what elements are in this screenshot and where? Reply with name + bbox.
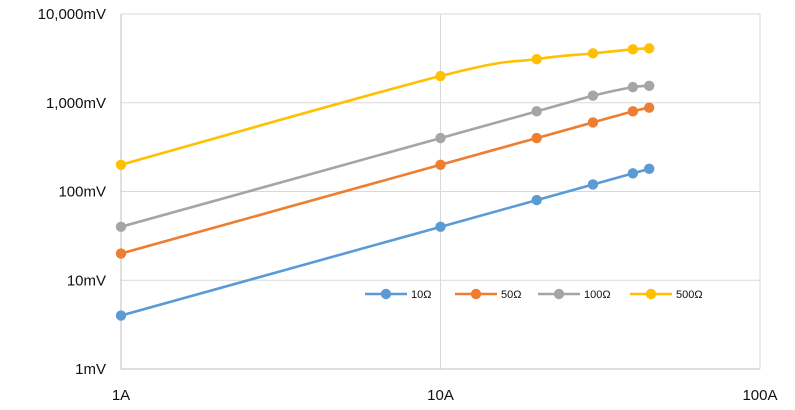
legend-label: 50Ω — [501, 289, 521, 301]
tick-labels: 1mV 10mV 100mV 1,000mV 10,000mV 1A 10A 100A — [38, 6, 778, 404]
series-line-1 — [119, 106, 651, 255]
data-point — [531, 132, 542, 144]
legend-marker — [380, 288, 392, 300]
gridlines — [120, 13, 761, 370]
axes — [120, 14, 760, 370]
data-point — [644, 102, 655, 113]
data-point — [644, 163, 655, 175]
data-point — [531, 53, 542, 65]
y-tick-label: 10mV — [67, 272, 106, 289]
data-point — [627, 81, 639, 93]
data-point — [627, 168, 639, 179]
legend-marker — [645, 288, 657, 300]
data-point — [531, 106, 542, 117]
data-point — [587, 179, 599, 190]
data-point — [435, 221, 446, 233]
data-point — [644, 43, 655, 54]
data-point — [115, 159, 127, 170]
data-point — [435, 159, 446, 170]
legend-marker — [553, 288, 565, 300]
y-tick-label: 1,000mV — [46, 95, 106, 112]
data-point — [587, 48, 599, 59]
legend: 10Ω 50Ω 100Ω 500Ω — [365, 288, 703, 301]
data-point — [115, 248, 127, 259]
legend-label: 500Ω — [676, 289, 703, 301]
legend-label: 100Ω — [584, 289, 611, 301]
data-point — [531, 194, 542, 206]
x-tick-label: 100A — [742, 387, 777, 404]
data-point — [587, 117, 599, 128]
y-tick-label: 1mV — [75, 361, 106, 378]
y-tick-label: 10,000mV — [38, 6, 106, 23]
series-line-3 — [119, 47, 651, 167]
data-point — [644, 80, 655, 92]
legend-label: 10Ω — [411, 289, 431, 301]
x-tick-label: 1A — [112, 387, 130, 404]
data-point — [587, 90, 599, 101]
y-tick-label: 100mV — [58, 184, 106, 201]
data-point — [435, 132, 446, 144]
x-tick-label: 10A — [427, 387, 454, 404]
data-point — [115, 221, 127, 233]
series-line-2 — [119, 84, 651, 229]
data-point — [435, 70, 446, 82]
legend-marker — [470, 288, 482, 300]
data-point — [627, 44, 639, 55]
data-point — [627, 106, 639, 117]
series-lines — [115, 43, 655, 321]
data-point — [115, 310, 127, 321]
